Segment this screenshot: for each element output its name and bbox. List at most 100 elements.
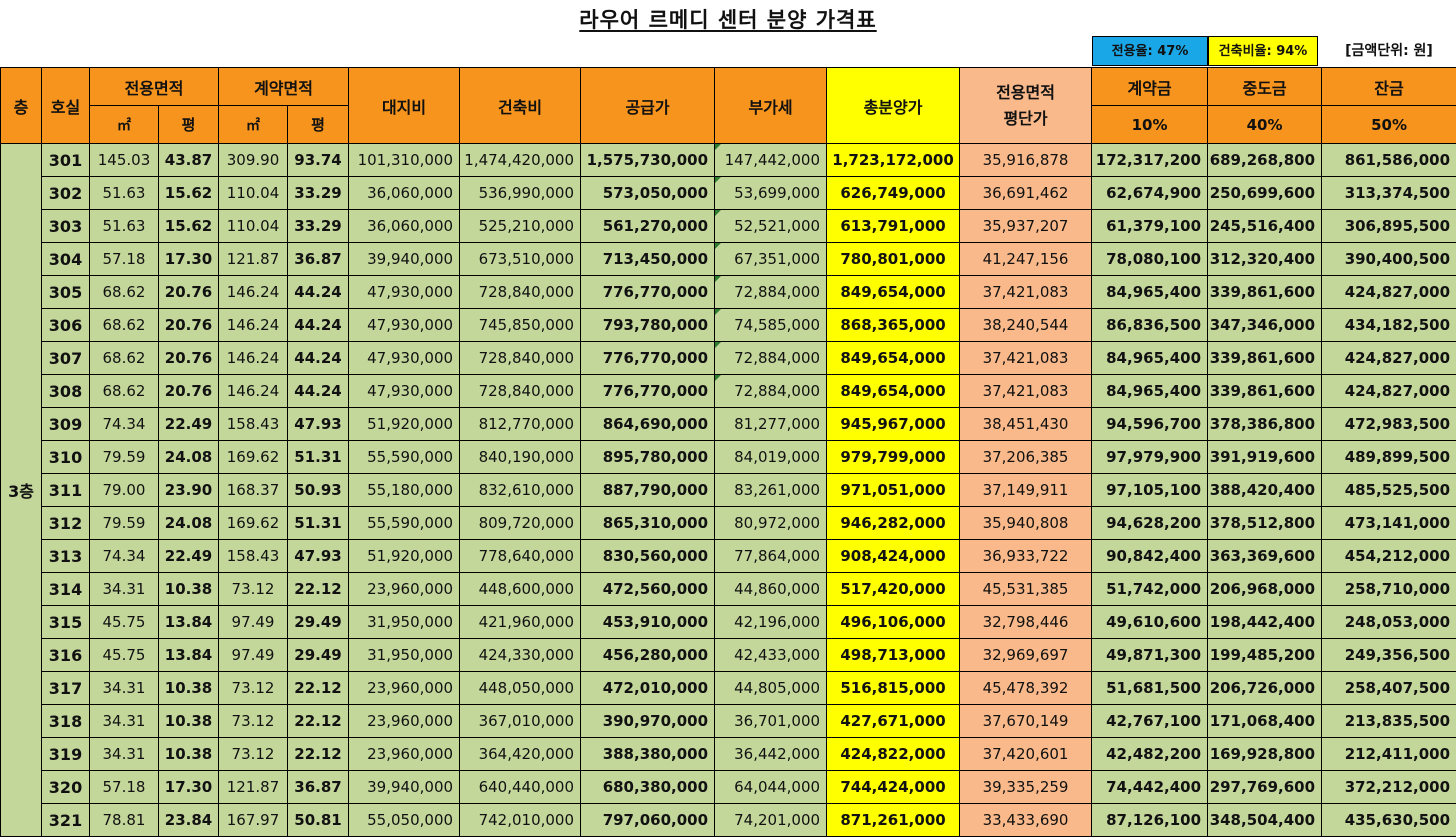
price-per-pyeong-cell: 36,933,722 — [959, 539, 1093, 573]
supply-price-cell: 864,690,000 — [580, 407, 716, 441]
supply-price-cell: 573,050,000 — [580, 176, 716, 210]
contract-area-pyeong-cell: 47.93 — [287, 407, 350, 441]
unit-number-cell: 319 — [41, 737, 90, 771]
land-cost-cell: 55,590,000 — [348, 440, 461, 474]
table-row: 314 34.31 10.38 73.12 22.12 23,960,000 448,600… — [1, 572, 1456, 606]
supply-price-cell: 776,770,000 — [580, 341, 716, 375]
header-land-cost: 대지비 — [348, 67, 461, 144]
price-per-pyeong-cell: 32,969,697 — [959, 638, 1093, 672]
unit-number-cell: 311 — [41, 473, 90, 507]
balance-amount-cell: 424,827,000 — [1321, 341, 1456, 375]
exclusive-area-m2-cell: 45.75 — [89, 605, 159, 639]
interim-amount-cell: 297,769,600 — [1207, 770, 1323, 804]
table-row: 311 79.00 23.90 168.37 50.93 55,180,000 832,61… — [1, 473, 1456, 507]
balance-amount-cell: 258,407,500 — [1321, 671, 1456, 705]
unit-number-cell: 317 — [41, 671, 90, 705]
price-per-pyeong-cell: 39,335,259 — [959, 770, 1093, 804]
land-cost-cell: 101,310,000 — [348, 143, 461, 177]
interim-amount-cell: 198,442,400 — [1207, 605, 1323, 639]
interim-amount-cell: 339,861,600 — [1207, 275, 1323, 309]
price-per-pyeong-cell: 37,421,083 — [959, 341, 1093, 375]
balance-amount-cell: 372,212,000 — [1321, 770, 1456, 804]
contract-area-m2-cell: 158.43 — [218, 539, 289, 573]
unit-number-cell: 316 — [41, 638, 90, 672]
exclusive-area-m2-cell: 57.18 — [89, 242, 159, 276]
contract-area-pyeong-cell: 44.24 — [287, 374, 350, 408]
construction-cost-cell: 448,600,000 — [459, 572, 582, 606]
exclusive-area-m2-cell: 34.31 — [89, 737, 159, 771]
table-row: 309 74.34 22.49 158.43 47.93 51,920,000 812,77… — [1, 407, 1456, 441]
price-per-pyeong-cell: 35,916,878 — [959, 143, 1093, 177]
price-per-pyeong-cell: 35,940,808 — [959, 506, 1093, 540]
interim-amount-cell: 378,386,800 — [1207, 407, 1323, 441]
exclusive-area-pyeong-cell: 22.49 — [157, 539, 220, 573]
deposit-amount-cell: 61,379,100 — [1091, 209, 1209, 243]
header-contract-area: 계약면적 — [218, 67, 350, 106]
balance-amount-cell: 489,899,500 — [1321, 440, 1456, 474]
deposit-amount-cell: 97,979,900 — [1091, 440, 1209, 474]
construction-cost-cell: 1,474,420,000 — [459, 143, 582, 177]
construction-cost-cell: 525,210,000 — [459, 209, 582, 243]
building-ratio-badge: 건축비율: 94% — [1208, 36, 1318, 66]
balance-amount-cell: 861,586,000 — [1321, 143, 1456, 177]
balance-amount-cell: 213,835,500 — [1321, 704, 1456, 738]
exclusive-area-pyeong-cell: 15.62 — [157, 176, 220, 210]
construction-cost-cell: 812,770,000 — [459, 407, 582, 441]
balance-amount-cell: 313,374,500 — [1321, 176, 1456, 210]
unit-number-cell: 306 — [41, 308, 90, 342]
price-per-pyeong-cell: 36,691,462 — [959, 176, 1093, 210]
exclusive-area-pyeong-cell: 20.76 — [157, 374, 220, 408]
contract-area-m2-cell: 169.62 — [218, 440, 289, 474]
deposit-amount-cell: 42,767,100 — [1091, 704, 1209, 738]
construction-cost-cell: 728,840,000 — [459, 341, 582, 375]
exclusive-area-m2-cell: 34.31 — [89, 671, 159, 705]
table-row: 318 34.31 10.38 73.12 22.12 23,960,000 367,010… — [1, 704, 1456, 738]
exclusive-area-m2-cell: 51.63 — [89, 209, 159, 243]
land-cost-cell: 47,930,000 — [348, 308, 461, 342]
exclusive-area-m2-cell: 145.03 — [89, 143, 159, 177]
vat-amount-cell: 53,699,000 — [714, 176, 828, 210]
table-row: 302 51.63 15.62 110.04 33.29 36,060,000 536,99… — [1, 176, 1456, 210]
land-cost-cell: 47,930,000 — [348, 275, 461, 309]
contract-area-m2-cell: 167.97 — [218, 803, 289, 837]
interim-amount-cell: 171,068,400 — [1207, 704, 1323, 738]
header-exclusive-m2: ㎡ — [89, 105, 159, 144]
vat-amount-cell: 67,351,000 — [714, 242, 828, 276]
deposit-amount-cell: 42,482,200 — [1091, 737, 1209, 771]
supply-price-cell: 776,770,000 — [580, 374, 716, 408]
exclusive-area-pyeong-cell: 20.76 — [157, 341, 220, 375]
contract-area-m2-cell: 158.43 — [218, 407, 289, 441]
exclusive-area-pyeong-cell: 17.30 — [157, 770, 220, 804]
currency-unit-label: [금액단위: 원] — [1326, 36, 1452, 66]
balance-amount-cell: 472,983,500 — [1321, 407, 1456, 441]
deposit-amount-cell: 49,610,600 — [1091, 605, 1209, 639]
total-price-cell: 517,420,000 — [826, 572, 961, 606]
interim-amount-cell: 312,320,400 — [1207, 242, 1323, 276]
unit-number-cell: 315 — [41, 605, 90, 639]
table-row: 307 68.62 20.76 146.24 44.24 47,930,000 728,84… — [1, 341, 1456, 375]
table-row: 312 79.59 24.08 169.62 51.31 55,590,000 809,72… — [1, 506, 1456, 540]
interim-amount-cell: 339,861,600 — [1207, 374, 1323, 408]
interim-amount-cell: 391,919,600 — [1207, 440, 1323, 474]
total-price-cell: 908,424,000 — [826, 539, 961, 573]
exclusive-area-m2-cell: 68.62 — [89, 374, 159, 408]
exclusive-area-m2-cell: 74.34 — [89, 407, 159, 441]
land-cost-cell: 55,180,000 — [348, 473, 461, 507]
contract-area-pyeong-cell: 44.24 — [287, 308, 350, 342]
header-construction-cost: 건축비 — [459, 67, 582, 144]
header-contract-m2: ㎡ — [218, 105, 289, 144]
exclusive-area-m2-cell: 57.18 — [89, 770, 159, 804]
table-row: 303 51.63 15.62 110.04 33.29 36,060,000 525,21… — [1, 209, 1456, 243]
exclusive-area-pyeong-cell: 13.84 — [157, 605, 220, 639]
unit-number-cell: 307 — [41, 341, 90, 375]
deposit-amount-cell: 78,080,100 — [1091, 242, 1209, 276]
price-per-pyeong-cell: 32,798,446 — [959, 605, 1093, 639]
land-cost-cell: 55,590,000 — [348, 506, 461, 540]
deposit-amount-cell: 86,836,500 — [1091, 308, 1209, 342]
table-row: 305 68.62 20.76 146.24 44.24 47,930,000 728,84… — [1, 275, 1456, 309]
unit-number-cell: 313 — [41, 539, 90, 573]
total-price-cell: 744,424,000 — [826, 770, 961, 804]
construction-cost-cell: 728,840,000 — [459, 275, 582, 309]
land-cost-cell: 39,940,000 — [348, 770, 461, 804]
land-cost-cell: 51,920,000 — [348, 539, 461, 573]
